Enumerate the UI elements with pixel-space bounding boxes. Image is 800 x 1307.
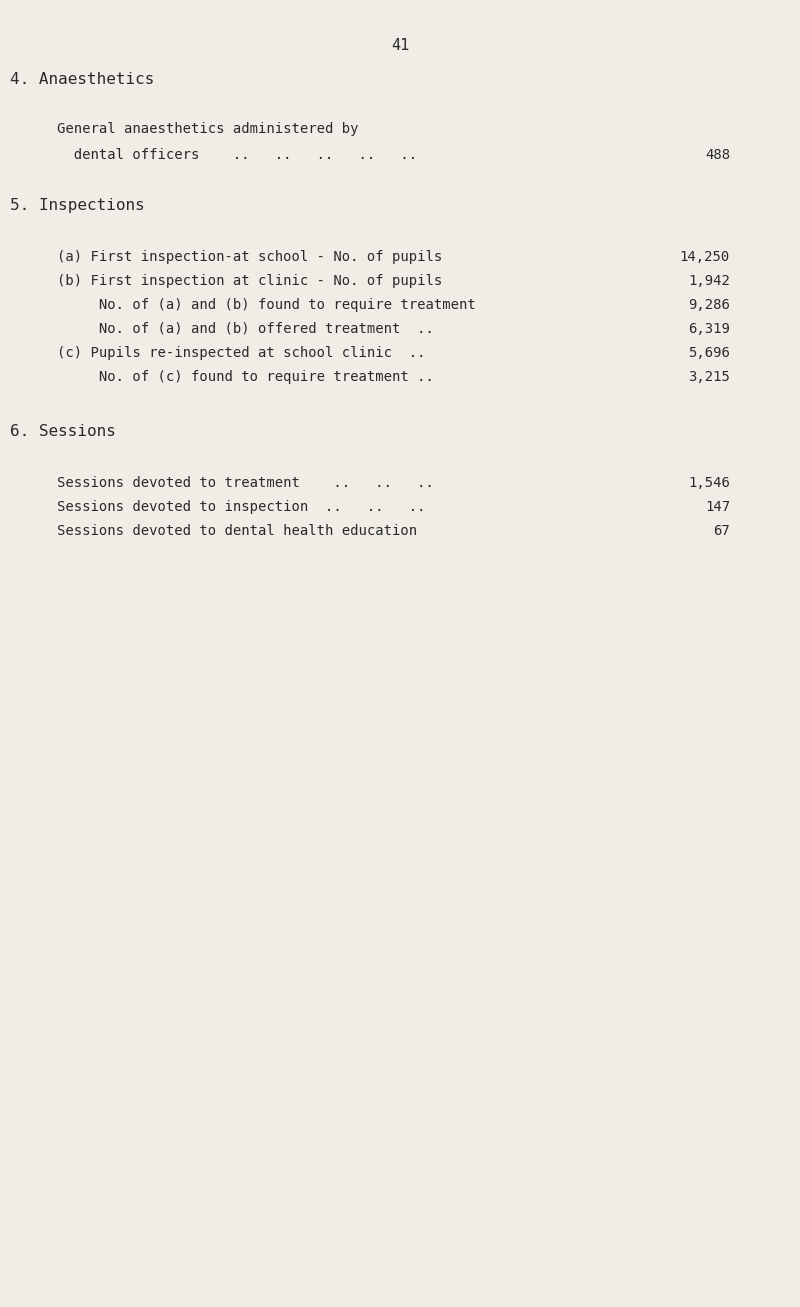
Text: 5,696: 5,696: [688, 346, 730, 359]
Text: Sessions devoted to treatment    ..   ..   ..: Sessions devoted to treatment .. .. ..: [57, 476, 434, 490]
Text: General anaesthetics administered by: General anaesthetics administered by: [57, 122, 358, 136]
Text: (c) Pupils re-inspected at school clinic  ..: (c) Pupils re-inspected at school clinic…: [57, 346, 426, 359]
Text: 41: 41: [391, 38, 409, 54]
Text: 3,215: 3,215: [688, 370, 730, 384]
Text: 4. Anaesthetics: 4. Anaesthetics: [10, 72, 154, 88]
Text: (b) First inspection at clinic - No. of pupils: (b) First inspection at clinic - No. of …: [57, 274, 442, 288]
Text: 6,319: 6,319: [688, 322, 730, 336]
Text: 67: 67: [714, 524, 730, 538]
Text: No. of (c) found to require treatment ..: No. of (c) found to require treatment ..: [57, 370, 434, 384]
Text: No. of (a) and (b) found to require treatment: No. of (a) and (b) found to require trea…: [57, 298, 476, 312]
Text: (a) First inspection-at school - No. of pupils: (a) First inspection-at school - No. of …: [57, 250, 442, 264]
Text: 5. Inspections: 5. Inspections: [10, 197, 145, 213]
Text: No. of (a) and (b) offered treatment  ..: No. of (a) and (b) offered treatment ..: [57, 322, 434, 336]
Text: Sessions devoted to dental health education: Sessions devoted to dental health educat…: [57, 524, 417, 538]
Text: dental officers    ..   ..   ..   ..   ..: dental officers .. .. .. .. ..: [57, 148, 417, 162]
Text: 1,546: 1,546: [688, 476, 730, 490]
Text: 9,286: 9,286: [688, 298, 730, 312]
Text: 488: 488: [705, 148, 730, 162]
Text: 14,250: 14,250: [680, 250, 730, 264]
Text: 1,942: 1,942: [688, 274, 730, 288]
Text: 6. Sessions: 6. Sessions: [10, 423, 116, 439]
Text: 147: 147: [705, 501, 730, 514]
Text: Sessions devoted to inspection  ..   ..   ..: Sessions devoted to inspection .. .. ..: [57, 501, 426, 514]
